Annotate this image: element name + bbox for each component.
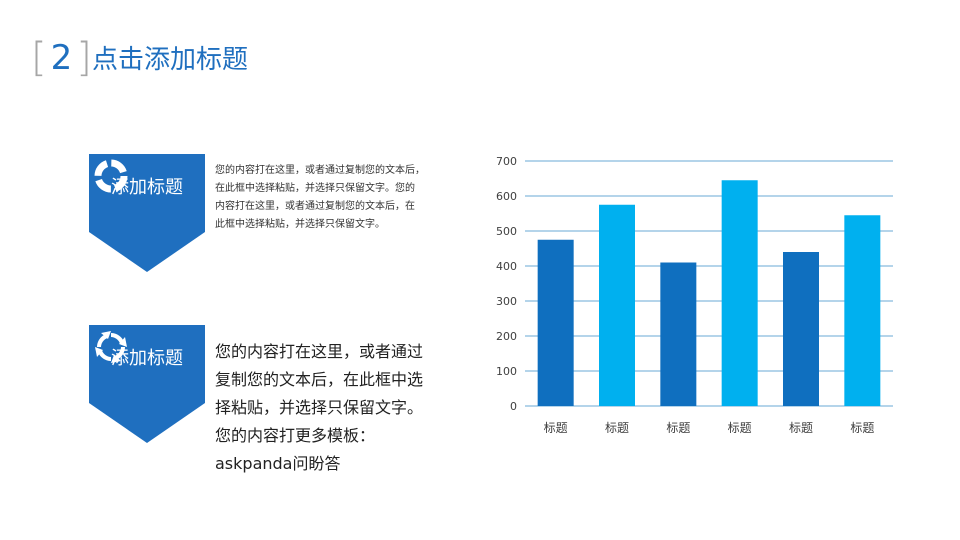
text-line: 择粘贴，并选择只保留文字。 bbox=[215, 398, 424, 417]
text-line: 内容打在这里，或者通过复制您的文本后，在 bbox=[215, 201, 415, 212]
bar bbox=[844, 215, 881, 406]
y-tick-label: 0 bbox=[510, 400, 517, 413]
y-tick-label: 300 bbox=[496, 295, 517, 308]
bracket-left: [ bbox=[31, 35, 47, 81]
y-tick-label: 600 bbox=[496, 190, 517, 203]
x-tick-label: 标题 bbox=[666, 421, 690, 435]
y-tick-label: 400 bbox=[496, 260, 517, 273]
x-tick-label: 标题 bbox=[850, 421, 874, 435]
text-line: 您的内容打更多模板： bbox=[215, 426, 376, 445]
bar bbox=[721, 180, 758, 406]
cycle-arrows-icon bbox=[95, 331, 127, 363]
y-tick-label: 500 bbox=[496, 225, 517, 238]
bar bbox=[599, 204, 635, 406]
x-tick-label: 标题 bbox=[728, 421, 752, 435]
x-tick-label: 标题 bbox=[789, 421, 813, 435]
y-tick-label: 700 bbox=[496, 155, 517, 168]
donut-chart-icon bbox=[94, 159, 128, 193]
bar bbox=[783, 252, 819, 406]
bracket-right: ] bbox=[76, 35, 92, 81]
page-title: 点击添加标题 bbox=[92, 45, 249, 75]
text-line: 复制您的文本后，在此框中选 bbox=[215, 370, 424, 389]
banner-1: 添加标题 bbox=[89, 154, 205, 272]
banner-1-label: 添加标题 bbox=[111, 177, 183, 198]
bar-chart: 0 100 200 300 400 500 600 700 标题 标题 标题 标题 标题 标题 bbox=[496, 155, 893, 435]
text-line: askpanda问盼答 bbox=[215, 454, 341, 473]
x-tick-label: 标题 bbox=[544, 421, 568, 435]
section-number-value: 2 bbox=[50, 38, 73, 78]
bar bbox=[537, 239, 574, 406]
body-text-large: 您的内容打在这里，或者通过 复制您的文本后，在此框中选 择粘贴，并选择只保留文字… bbox=[215, 338, 465, 478]
text-line: 您的内容打在这里，或者通过复制您的文本后， bbox=[215, 165, 425, 176]
y-tick-label: 100 bbox=[496, 365, 517, 378]
text-line: 您的内容打在这里，或者通过 bbox=[215, 342, 424, 361]
x-tick-label: 标题 bbox=[605, 421, 629, 435]
text-line: 此框中选择粘贴，并选择只保留文字。 bbox=[215, 219, 385, 230]
y-tick-label: 200 bbox=[496, 330, 517, 343]
banner-2-label: 添加标题 bbox=[111, 348, 183, 369]
text-line: 在此框中选择粘贴，并选择只保留文字。您的 bbox=[215, 183, 415, 194]
banner-2: 添加标题 bbox=[89, 325, 205, 443]
section-number: [ 2 ] bbox=[31, 36, 92, 80]
bar bbox=[660, 262, 697, 406]
body-text-small: 您的内容打在这里，或者通过复制您的文本后， 在此框中选择粘贴，并选择只保留文字。… bbox=[215, 162, 470, 234]
